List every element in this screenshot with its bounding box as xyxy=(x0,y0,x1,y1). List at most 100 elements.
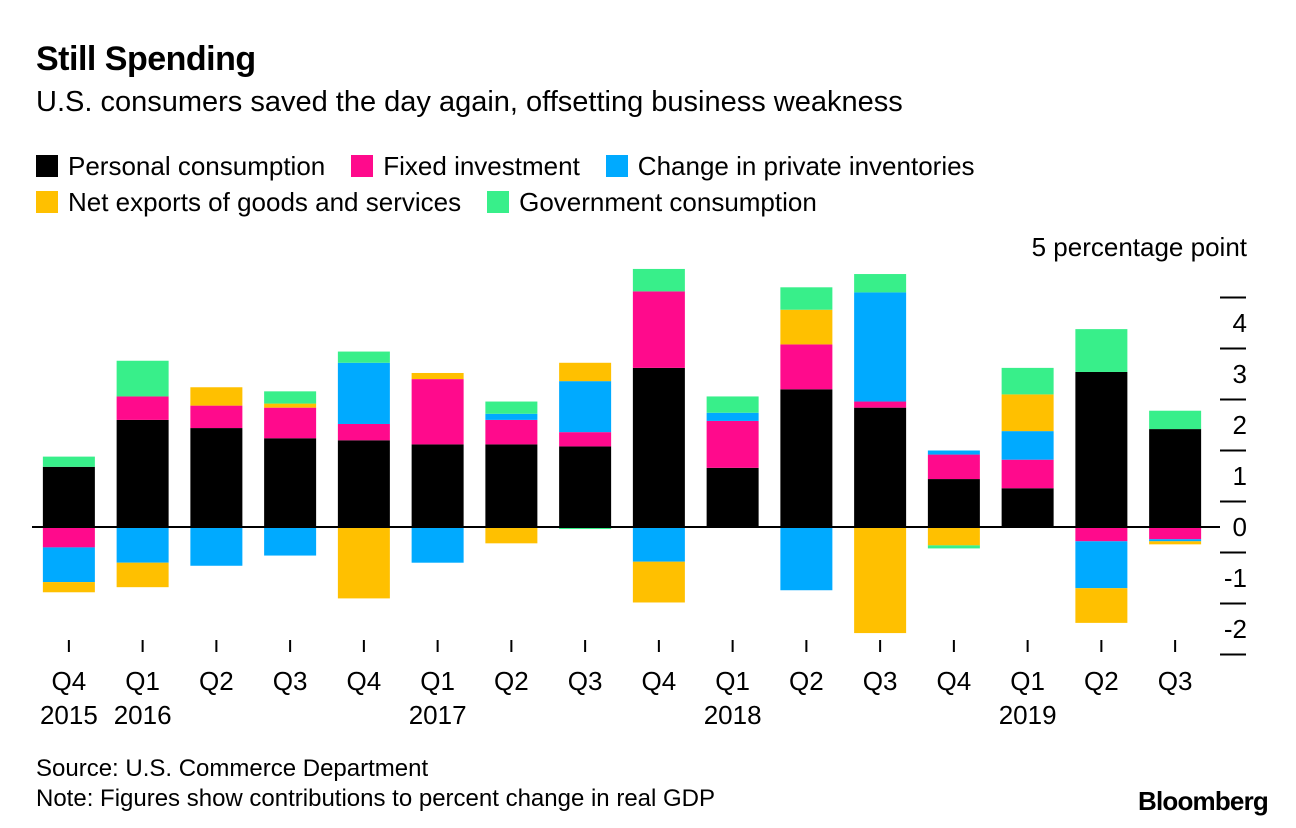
figure-note: Note: Figures show contributions to perc… xyxy=(36,785,716,812)
x-year-label-1: 2016 xyxy=(114,700,172,730)
bar-segment-personal-consumption-0 xyxy=(42,466,95,527)
y-axis: 4 3 2 1 0 -1 -2 xyxy=(1220,296,1247,656)
legend-row-2: Net exports of goods and services Govern… xyxy=(36,184,1236,220)
bar-segment-change-in-private-inventories-6 xyxy=(485,413,538,420)
bar-segment-fixed-investment-5 xyxy=(411,379,464,445)
legend-item-personal-consumption: Personal consumption xyxy=(36,151,325,182)
bar-segment-government-consumption-3 xyxy=(264,391,317,404)
bar-segment-fixed-investment-1 xyxy=(116,396,169,420)
bar-segment-personal-consumption-10 xyxy=(780,389,833,527)
bar-segment-net-exports-of-goods-and-services-1 xyxy=(116,562,169,588)
x-tick-label-13: Q1 xyxy=(1010,666,1045,696)
legend-swatch-private-inventories xyxy=(605,155,628,177)
bar-segment-net-exports-of-goods-and-services-15 xyxy=(1149,541,1202,545)
x-year-label-0: 2015 xyxy=(40,700,98,730)
bar-segment-government-consumption-14 xyxy=(1075,329,1128,372)
legend-item-private-inventories: Change in private inventories xyxy=(605,151,975,182)
bar-segment-personal-consumption-7 xyxy=(559,446,612,527)
legend-label-government-consumption: Government consumption xyxy=(519,186,817,217)
bar-segment-change-in-private-inventories-10 xyxy=(780,527,833,591)
bar-segment-net-exports-of-goods-and-services-11 xyxy=(854,527,907,634)
bar-segment-government-consumption-8 xyxy=(632,268,685,292)
bar-segment-personal-consumption-11 xyxy=(854,407,907,527)
bar-segment-government-consumption-6 xyxy=(485,401,538,414)
bar-segment-government-consumption-13 xyxy=(1001,367,1054,395)
bar-segment-government-consumption-11 xyxy=(854,274,907,293)
bar-segment-change-in-private-inventories-4 xyxy=(337,362,390,424)
x-tick-label-0: Q4 xyxy=(52,666,87,696)
legend-item-government-consumption: Government consumption xyxy=(487,187,817,218)
bar-layer xyxy=(42,268,1202,634)
y-tick-label--2: -2 xyxy=(1224,614,1247,644)
bar-segment-change-in-private-inventories-2 xyxy=(190,527,243,566)
bar-segment-change-in-private-inventories-13 xyxy=(1001,431,1054,460)
bar-segment-fixed-investment-0 xyxy=(42,527,95,548)
bar-segment-fixed-investment-14 xyxy=(1075,527,1128,542)
bar-segment-fixed-investment-4 xyxy=(337,423,390,441)
bar-segment-net-exports-of-goods-and-services-4 xyxy=(337,527,390,599)
legend: Personal consumption Fixed investment Ch… xyxy=(36,148,1236,220)
bar-segment-government-consumption-12 xyxy=(927,545,980,549)
bar-segment-fixed-investment-15 xyxy=(1149,527,1202,540)
legend-label-fixed-investment: Fixed investment xyxy=(383,150,580,181)
bar-segment-government-consumption-10 xyxy=(780,287,833,310)
bar-segment-government-consumption-15 xyxy=(1149,410,1202,430)
bar-segment-change-in-private-inventories-14 xyxy=(1075,541,1128,589)
x-tick-label-4: Q4 xyxy=(347,666,382,696)
bar-segment-change-in-private-inventories-9 xyxy=(706,412,759,421)
bar-segment-personal-consumption-12 xyxy=(927,479,980,527)
legend-label-net-exports: Net exports of goods and services xyxy=(68,186,462,217)
bar-segment-net-exports-of-goods-and-services-8 xyxy=(632,561,685,603)
x-year-label-9: 2018 xyxy=(704,700,762,730)
y-tick-label-4: 4 xyxy=(1233,308,1247,338)
x-tick-label-12: Q4 xyxy=(937,666,972,696)
bar-segment-fixed-investment-8 xyxy=(632,291,685,368)
x-tick-label-15: Q3 xyxy=(1158,666,1193,696)
bar-segment-personal-consumption-13 xyxy=(1001,488,1054,527)
bar-segment-change-in-private-inventories-0 xyxy=(42,547,95,583)
footer: Source: U.S. Commerce Department Note: F… xyxy=(36,754,715,814)
x-tick-label-11: Q3 xyxy=(863,666,898,696)
source-note: Source: U.S. Commerce Department xyxy=(36,755,429,782)
legend-item-net-exports: Net exports of goods and services xyxy=(36,187,461,218)
bar-segment-net-exports-of-goods-and-services-12 xyxy=(927,527,980,546)
legend-swatch-net-exports xyxy=(36,191,58,213)
bar-segment-personal-consumption-2 xyxy=(190,428,243,527)
legend-swatch-personal-consumption xyxy=(36,155,58,177)
y-tick-label-3: 3 xyxy=(1233,359,1247,389)
bar-segment-fixed-investment-7 xyxy=(559,432,612,447)
bar-segment-net-exports-of-goods-and-services-13 xyxy=(1001,394,1054,432)
x-tick-label-7: Q3 xyxy=(568,666,603,696)
x-tick-label-14: Q2 xyxy=(1084,666,1119,696)
x-tick-label-2: Q2 xyxy=(199,666,234,696)
y-tick-label-2: 2 xyxy=(1233,410,1247,440)
x-tick-label-8: Q4 xyxy=(642,666,677,696)
y-tick-label-1: 1 xyxy=(1233,461,1247,491)
bar-segment-net-exports-of-goods-and-services-3 xyxy=(264,403,317,408)
bar-segment-net-exports-of-goods-and-services-0 xyxy=(42,582,95,593)
x-year-label-13: 2019 xyxy=(999,700,1057,730)
bar-segment-government-consumption-7 xyxy=(559,527,612,530)
legend-swatch-fixed-investment xyxy=(351,155,374,177)
y-tick-label--1: -1 xyxy=(1224,563,1247,593)
bar-segment-change-in-private-inventories-7 xyxy=(559,381,612,433)
bar-segment-fixed-investment-10 xyxy=(780,344,833,390)
x-tick-label-9: Q1 xyxy=(715,666,750,696)
bar-segment-personal-consumption-3 xyxy=(264,438,317,527)
bar-segment-personal-consumption-9 xyxy=(706,467,759,527)
x-tick-label-1: Q1 xyxy=(125,666,160,696)
bar-segment-change-in-private-inventories-8 xyxy=(632,527,685,562)
bar-segment-government-consumption-0 xyxy=(42,456,95,467)
y-tick-label-0: 0 xyxy=(1233,512,1247,542)
bar-segment-fixed-investment-11 xyxy=(854,401,907,408)
bar-segment-change-in-private-inventories-5 xyxy=(411,527,464,563)
bar-segment-change-in-private-inventories-15 xyxy=(1149,539,1202,542)
bar-segment-fixed-investment-13 xyxy=(1001,459,1054,489)
bar-segment-net-exports-of-goods-and-services-5 xyxy=(411,372,464,380)
bar-segment-government-consumption-9 xyxy=(706,396,759,413)
x-axis: Q4 2015 Q1 2016 Q2 Q3 Q4 Q1 2017 Q2 Q3 Q4 Q1 2018 Q2 Q3… xyxy=(40,640,1193,730)
bar-segment-net-exports-of-goods-and-services-10 xyxy=(780,309,833,345)
x-year-label-5: 2017 xyxy=(409,700,467,730)
bar-segment-government-consumption-1 xyxy=(116,360,169,397)
chart-subtitle: U.S. consumers saved the day again, offs… xyxy=(36,86,903,118)
